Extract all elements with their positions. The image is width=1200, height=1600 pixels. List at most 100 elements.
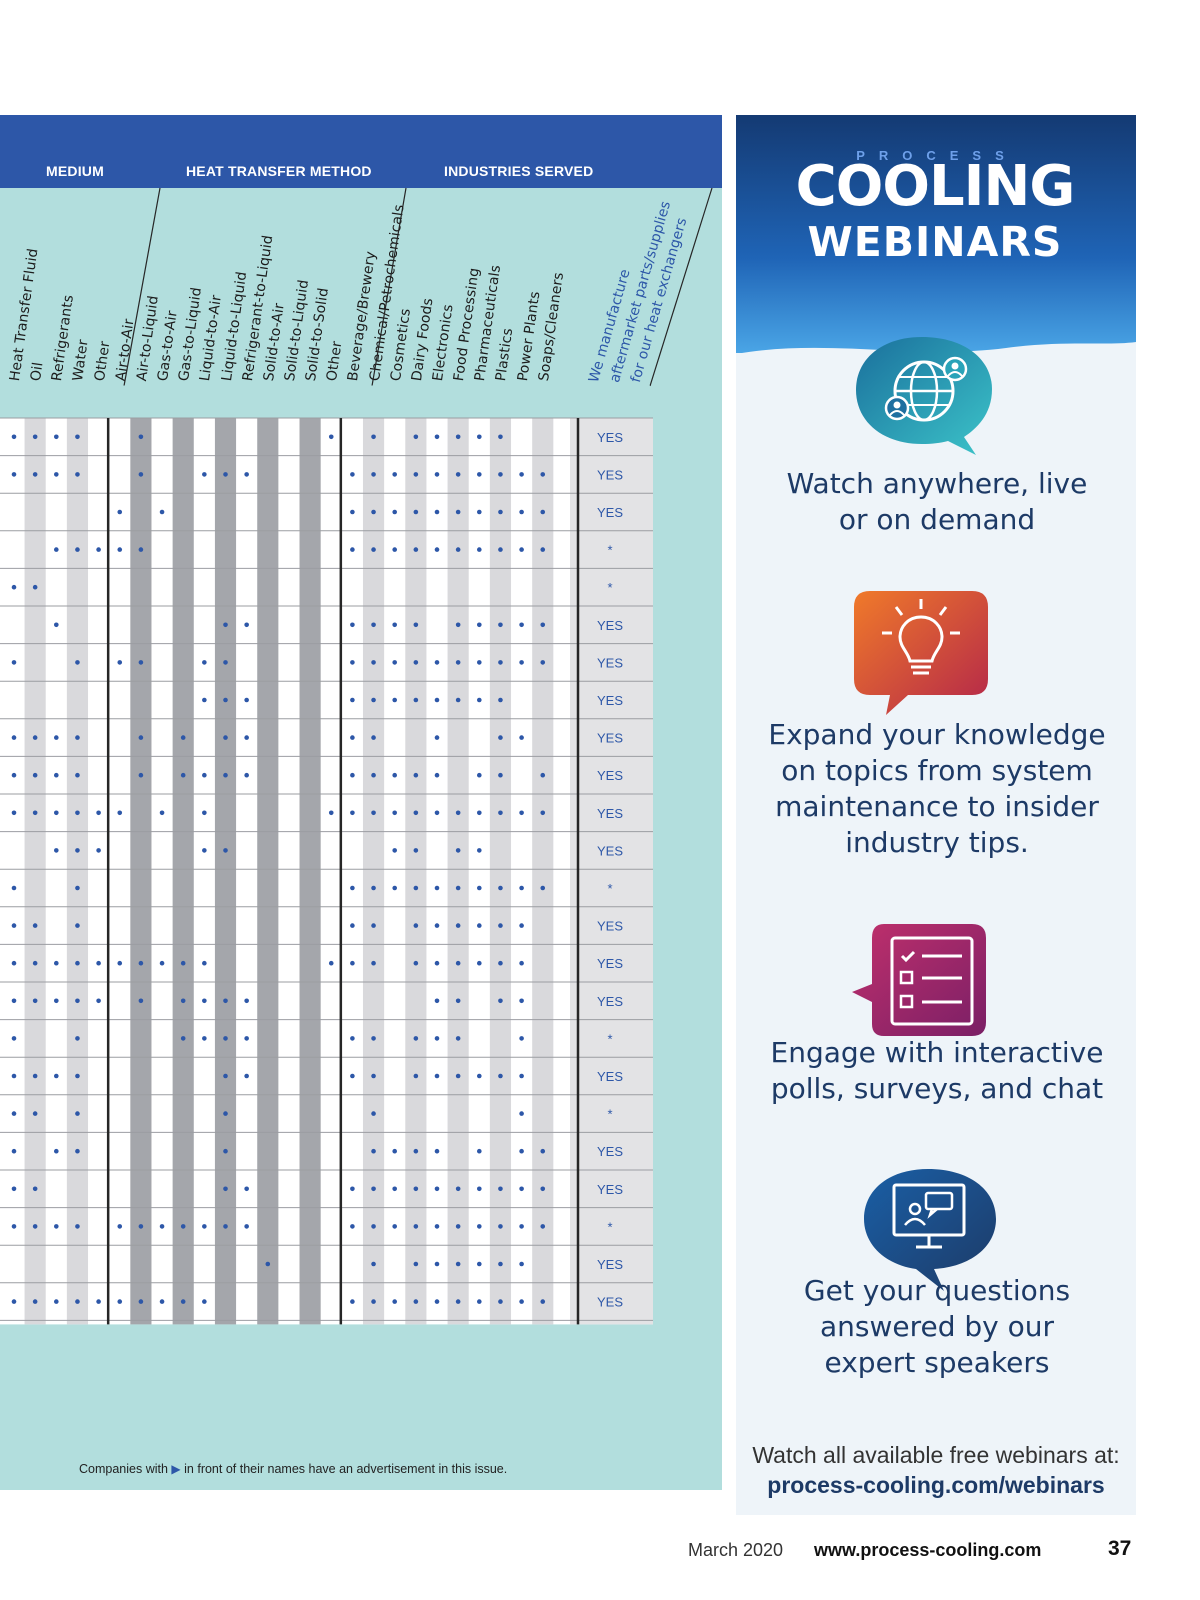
dot-marker	[32, 584, 38, 590]
dot-marker	[96, 1299, 101, 1304]
dot-marker	[223, 622, 228, 628]
dot-marker	[75, 960, 80, 966]
dot-marker	[498, 998, 503, 1004]
dot-marker	[519, 1036, 524, 1041]
feature-line: Get your questions	[803, 1274, 1071, 1307]
dot-marker	[159, 960, 165, 966]
dot-marker	[75, 885, 80, 891]
dot-marker	[138, 735, 144, 740]
advertiser-marker-icon: ▶	[171, 1462, 181, 1476]
dot-marker	[11, 660, 17, 665]
feature-line: expert speakers	[824, 1346, 1050, 1379]
dot-marker	[477, 848, 482, 853]
dot-marker	[434, 1036, 440, 1041]
webinars-url-link[interactable]: process-cooling.com/webinars	[767, 1472, 1105, 1498]
dot-marker	[223, 1073, 228, 1079]
dot-marker	[392, 1299, 398, 1304]
answer-cell: YES	[597, 731, 623, 746]
dot-marker	[350, 960, 355, 966]
dot-marker	[434, 772, 440, 778]
dot-marker	[455, 1073, 461, 1079]
dot-marker	[11, 1224, 17, 1229]
dot-marker	[413, 472, 419, 477]
group-method-label: HEAT TRANSFER METHOD	[186, 163, 372, 179]
answer-cell: *	[607, 580, 612, 595]
dot-marker	[96, 547, 101, 552]
dot-marker	[371, 1073, 376, 1079]
dot-marker	[434, 509, 440, 515]
dot-marker	[434, 697, 440, 703]
dot-marker	[223, 772, 228, 778]
dot-marker	[413, 1261, 419, 1267]
dot-marker	[159, 509, 165, 515]
dot-marker	[223, 1224, 228, 1229]
dot-marker	[75, 434, 80, 440]
dot-marker	[54, 772, 59, 778]
dot-marker	[540, 885, 546, 891]
dot-marker	[392, 848, 398, 853]
dot-marker	[11, 1148, 17, 1154]
dot-marker	[477, 660, 482, 665]
dot-marker	[540, 772, 546, 778]
dot-marker	[371, 810, 376, 816]
dot-marker	[434, 960, 440, 966]
header-divider	[123, 187, 161, 387]
dot-marker	[477, 1186, 482, 1192]
dot-marker	[434, 1186, 440, 1192]
dot-marker	[54, 1299, 59, 1304]
dot-marker	[223, 1186, 228, 1192]
dot-marker	[413, 1224, 419, 1229]
dot-marker	[519, 1299, 524, 1304]
dot-marker	[540, 1299, 546, 1304]
site-url: www.process-cooling.com	[814, 1540, 1042, 1560]
dot-marker	[540, 472, 546, 477]
dot-marker	[54, 960, 59, 966]
answer-cell: YES	[597, 994, 623, 1009]
dot-marker	[498, 960, 503, 966]
dot-marker	[498, 472, 503, 477]
answer-cell: YES	[597, 505, 623, 520]
dot-marker	[477, 1148, 482, 1154]
dot-marker	[180, 1299, 186, 1304]
brand-process-text: PROCESS	[856, 148, 1018, 163]
dot-marker	[477, 810, 482, 816]
dot-marker	[477, 885, 482, 891]
dot-marker	[477, 547, 482, 552]
dot-marker	[413, 772, 419, 778]
dot-marker	[96, 998, 101, 1004]
dot-marker	[477, 697, 482, 703]
answer-cell: *	[607, 881, 612, 896]
dot-marker	[434, 998, 440, 1004]
dot-marker	[138, 772, 144, 778]
feature-line: polls, surveys, and chat	[770, 1072, 1104, 1105]
dot-marker	[498, 735, 503, 740]
checklist-speech-bubble-icon	[852, 924, 986, 1036]
dot-marker	[75, 1111, 80, 1116]
dot-marker	[498, 885, 503, 891]
dot-marker	[540, 547, 546, 552]
dot-marker	[350, 810, 355, 816]
watch-all-text: Watch all available free webinars at:	[752, 1442, 1120, 1468]
dot-marker	[11, 1186, 17, 1192]
dot-marker	[117, 547, 123, 552]
dot-marker	[75, 848, 80, 853]
dot-marker	[11, 1036, 17, 1041]
dot-marker	[117, 1224, 123, 1229]
dot-marker	[159, 1224, 165, 1229]
dot-marker	[350, 660, 355, 665]
dot-marker	[371, 509, 376, 515]
feature-line: Expand your knowledge	[768, 718, 1106, 751]
dot-marker	[392, 660, 398, 665]
dot-marker	[519, 1073, 524, 1079]
dot-marker	[498, 1261, 503, 1267]
dot-marker	[202, 472, 207, 477]
dot-marker	[138, 547, 144, 552]
dot-marker	[371, 1036, 376, 1041]
table-body	[0, 418, 653, 1325]
dot-marker	[434, 547, 440, 552]
dot-marker	[75, 810, 80, 816]
lightbulb-speech-bubble-icon	[854, 591, 988, 715]
dot-marker	[455, 547, 461, 552]
dot-marker	[455, 1036, 461, 1041]
dot-marker	[223, 1148, 228, 1154]
